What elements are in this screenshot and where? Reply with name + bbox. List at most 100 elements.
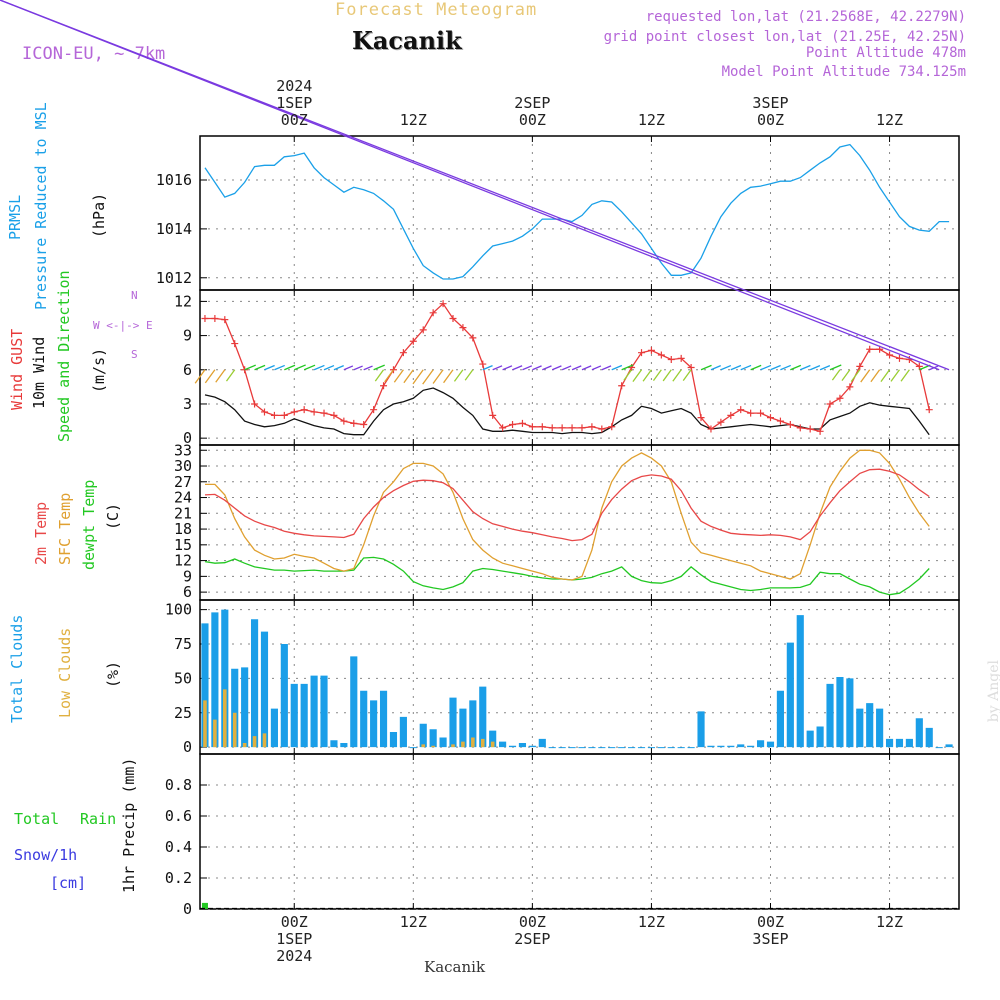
gust-marker	[221, 316, 229, 324]
temp-tick-label: 18	[174, 520, 192, 538]
wind-direction-arrow	[403, 369, 414, 384]
gust-marker	[568, 424, 576, 432]
total-cloud-bar	[558, 747, 566, 749]
total-cloud-bar	[479, 686, 487, 748]
pressure-unit: (hPa)	[90, 192, 108, 238]
gust-marker	[350, 419, 358, 427]
low-cloud-bar	[252, 736, 257, 748]
precip-tick-label: 0.8	[165, 776, 192, 794]
low-cloud-bar	[242, 743, 247, 748]
total-cloud-bar	[518, 743, 527, 748]
total-cloud-bar	[836, 677, 844, 748]
point-altitude: Point Altitude 478m	[805, 45, 966, 61]
gust-marker	[479, 360, 487, 368]
gust-marker	[618, 382, 626, 390]
wind-direction-arrow	[313, 364, 325, 371]
temp-tick-label: 12	[174, 552, 192, 570]
gust-marker	[796, 424, 804, 432]
wind-direction-arrow	[870, 369, 881, 383]
gust-marker	[310, 408, 318, 416]
wind-direction-arrow	[672, 369, 682, 382]
total-cloud-bar	[647, 747, 656, 749]
wind-label: 10m Wind	[30, 336, 48, 409]
wind-tick-label: 6	[183, 361, 192, 379]
gust-marker	[866, 345, 874, 353]
wind-tick-label: 9	[183, 327, 192, 345]
wind-direction-arrow	[611, 364, 623, 371]
temp-tick-label: 27	[174, 473, 192, 491]
precip-tick-label: 0.4	[165, 838, 192, 856]
wind-direction-arrow	[464, 369, 474, 381]
total-cloud-bar	[548, 747, 556, 749]
wind-direction-arrow	[194, 369, 206, 384]
wind-direction-arrow	[264, 364, 275, 371]
rain-legend-rain: Rain	[80, 810, 117, 828]
wind-direction-arrow	[384, 369, 394, 383]
wind-direction-arrow	[829, 364, 842, 371]
low-cloud-label: Low Clouds	[56, 627, 74, 718]
total-cloud-bar	[826, 683, 834, 748]
gust-marker	[647, 346, 655, 354]
total-cloud-bar	[885, 738, 894, 748]
total-cloud-bar	[439, 737, 447, 748]
wind-direction-arrow	[204, 369, 216, 384]
low-cloud-bar	[471, 737, 475, 748]
wind-direction-arrow	[412, 369, 424, 385]
time-label-bottom: 12Z	[637, 913, 665, 931]
gust-marker	[886, 351, 894, 359]
model-label: ICON-EU, ~ 7km	[22, 44, 166, 64]
gust-marker	[816, 427, 824, 435]
time-label-top: 2024 1SEP 00Z	[276, 77, 313, 129]
wind-direction-arrow	[682, 369, 692, 381]
wind-direction-arrow	[561, 365, 572, 371]
gust-marker	[300, 406, 308, 414]
gust-marker	[727, 411, 735, 419]
gust-marker	[518, 419, 526, 427]
gust-marker	[280, 411, 288, 419]
wind-tick-label: 0	[183, 429, 192, 447]
total-cloud-bar	[786, 642, 794, 748]
gust-marker	[598, 425, 606, 433]
total-cloud-bar	[280, 644, 288, 748]
total-cloud-bar	[568, 747, 576, 749]
gust-marker	[895, 354, 903, 362]
total-cloud-bar	[667, 747, 675, 749]
total-cloud-bar	[211, 612, 219, 748]
wind-direction-arrow	[800, 364, 811, 371]
gust-marker	[528, 423, 536, 431]
gust-marker	[330, 411, 338, 419]
total-cloud-bar	[717, 745, 725, 748]
wind-direction-arrow	[601, 365, 612, 371]
total-cloud-bar	[697, 711, 705, 748]
wind-direction-arrow	[522, 365, 533, 371]
wind-direction-arrow	[831, 369, 841, 381]
low-cloud-bar	[451, 744, 455, 748]
wind-unit: (m/s)	[90, 347, 108, 393]
gust-marker	[270, 411, 278, 419]
total-cloud-bar	[856, 708, 864, 748]
wind-direction-arrow	[860, 369, 871, 383]
compass-north: N	[131, 289, 138, 302]
wind-direction-arrow	[750, 364, 762, 371]
gust-marker	[836, 394, 844, 402]
total-cloud-bar	[340, 743, 348, 748]
total-cloud-bar	[270, 708, 278, 748]
gust-marker	[737, 406, 745, 414]
total-cloud-bar	[796, 615, 804, 748]
gust-marker	[419, 326, 427, 334]
gust-marker	[925, 406, 933, 414]
temp-tick-label: 33	[174, 441, 192, 459]
total-cloud-bar	[459, 708, 467, 748]
time-label-top: 12Z	[637, 111, 665, 129]
gust-marker	[389, 366, 397, 374]
total-cloud-bar	[657, 747, 665, 749]
total-cloud-bar	[578, 747, 586, 749]
low-cloud-bar	[232, 712, 237, 748]
total-cloud-bar	[925, 727, 933, 748]
precip-tick-label: 0.2	[165, 869, 192, 887]
pressure-tick-label: 1016	[156, 171, 192, 189]
wind-direction-arrow	[343, 365, 354, 371]
wind-direction-arrow	[652, 369, 662, 381]
chart-title: Forecast Meteogram	[335, 0, 538, 20]
gust-marker	[380, 382, 388, 390]
